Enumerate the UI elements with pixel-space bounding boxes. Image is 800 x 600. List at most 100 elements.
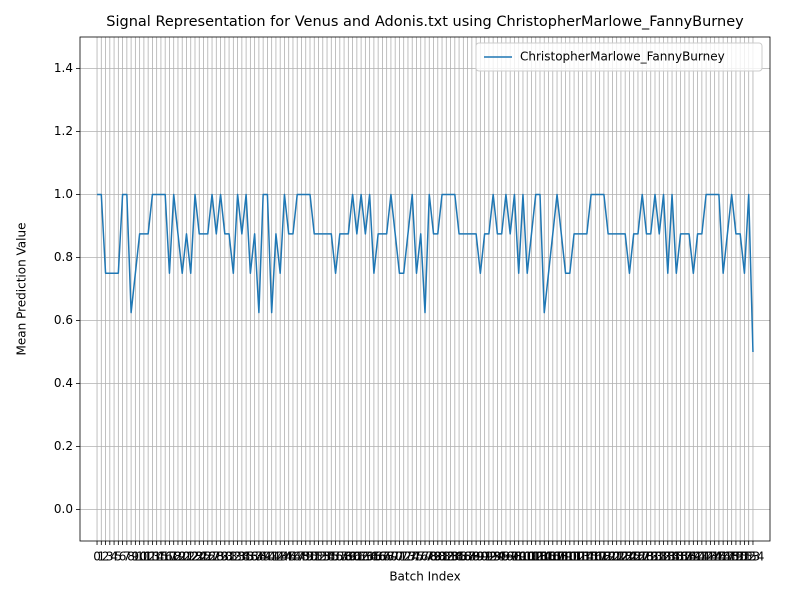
x-tick-label: 32 [226,550,241,564]
x-tick-label: 21 [179,550,194,564]
x-tick-label: 55 [324,550,339,564]
x-tick-label: 79 [426,550,441,564]
x-tick-label: 132 [648,550,671,564]
x-tick-label: 121 [601,550,624,564]
axes-frame [79,36,771,542]
x-tick-label: 48 [294,550,309,564]
x-tick-label: 41 [264,550,279,564]
x-tick-label: 134 [656,550,679,564]
x-tick-label: 80 [430,550,445,564]
plot-area: 0123456789101112131415161718192021222324… [54,36,771,564]
x-tick-label: 97 [503,550,518,564]
x-tick-label: 135 [661,550,684,564]
x-tick-label: 19 [170,550,185,564]
x-tick-label: 54 [319,550,334,564]
x-tick-label: 26 [200,550,215,564]
x-tick-label: 82 [439,550,454,564]
x-tick-label: 141 [686,550,709,564]
chart-title: Signal Representation for Venus and Adon… [106,14,744,30]
x-tick-label: 56 [328,550,343,564]
x-tick-label: 83 [443,550,458,564]
y-tick-label: 0.4 [54,376,73,390]
x-tick-label: 105 [533,550,556,564]
x-tick-label: 130 [639,550,662,564]
x-tick-label: 45 [281,550,296,564]
x-tick-label: 69 [383,550,398,564]
x-tick-label: 10 [132,550,147,564]
x-tick-label: 150 [724,550,747,564]
x-tick-label: 33 [230,550,245,564]
x-tick-label: 53 [315,550,330,564]
x-tick-label: 59 [341,550,356,564]
y-axis-label: Mean Prediction Value [15,223,29,356]
x-tick-label: 91 [477,550,492,564]
x-tick-label: 61 [349,550,364,564]
y-tick-label: 0.0 [54,502,73,516]
x-tick-label: 87 [460,550,475,564]
y-tick-label: 1.4 [54,61,73,75]
x-tick-label: 123 [609,550,632,564]
x-tick-label: 106 [537,550,560,564]
x-tick-label: 93 [486,550,501,564]
x-tick-label: 68 [379,550,394,564]
x-tick-label: 12 [141,550,156,564]
x-tick-label: 96 [498,550,513,564]
x-tick-label: 58 [336,550,351,564]
x-tick-label: 145 [703,550,726,564]
x-tick-label: 24 [192,550,207,564]
x-tick-label: 131 [644,550,667,564]
x-tick-label: 11 [136,550,151,564]
x-tick-label: 36 [243,550,258,564]
x-tick-label: 31 [221,550,236,564]
x-tick-label: 71 [392,550,407,564]
x-tick-label: 88 [464,550,479,564]
x-tick-label: 4 [110,550,118,564]
x-tick-label: 89 [468,550,483,564]
x-tick-label: 49 [298,550,313,564]
x-tick-label: 99 [511,550,526,564]
x-tick-label: 146 [707,550,730,564]
x-tick-label: 140 [682,550,705,564]
x-tick-label: 66 [371,550,386,564]
y-tick-label: 0.8 [54,250,73,264]
x-tick-label: 47 [290,550,305,564]
x-tick-label: 90 [473,550,488,564]
x-tick-label: 8 [127,550,135,564]
x-tick-label: 13 [145,550,160,564]
x-tick-label: 137 [669,550,692,564]
y-tick-label: 1.2 [54,124,73,138]
x-tick-label: 139 [678,550,701,564]
legend-label: ChristopherMarlowe_FannyBurney [520,50,725,64]
x-tick-label: 6 [119,550,127,564]
x-tick-label: 0 [93,550,101,564]
x-tick-label: 143 [695,550,718,564]
x-tick-label: 35 [238,550,253,564]
x-tick-label: 115 [575,550,598,564]
x-tick-label: 1 [97,550,105,564]
x-tick-label: 65 [366,550,381,564]
x-tick-label: 103 [524,550,547,564]
x-tick-label: 119 [592,550,615,564]
x-tick-label: 40 [260,550,275,564]
x-tick-label: 62 [353,550,368,564]
x-tick-label: 77 [417,550,432,564]
x-tick-label: 98 [507,550,522,564]
x-tick-label: 46 [285,550,300,564]
x-tick-label: 42 [268,550,283,564]
x-tick-label: 151 [729,550,752,564]
x-tick-label: 22 [183,550,198,564]
x-tick-label: 138 [673,550,696,564]
x-tick-label: 30 [217,550,232,564]
x-tick-label: 70 [388,550,403,564]
x-tick-label: 154 [742,550,765,564]
x-tick-label: 15 [153,550,168,564]
x-tick-label: 17 [162,550,177,564]
x-tick-label: 18 [166,550,181,564]
x-tick-label: 25 [196,550,211,564]
x-tick-label: 29 [213,550,228,564]
x-tick-label: 153 [737,550,760,564]
x-tick-label: 38 [251,550,266,564]
x-tick-label: 74 [405,550,420,564]
